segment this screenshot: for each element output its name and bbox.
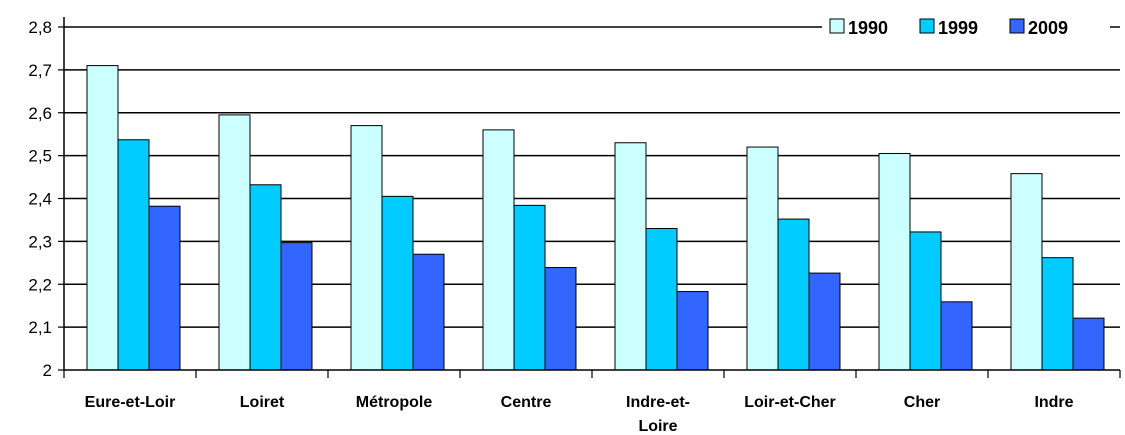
bar-1990-Loiret (218, 114, 251, 371)
y-tick-label: 2 (43, 361, 52, 380)
bar-1990-Eure-et-Loir (86, 65, 119, 371)
y-axis-tick-labels: 2 2,1 2,2 2,3 2,4 2,5 2,6 2,7 2,8 (28, 18, 64, 380)
bar-1990-Cher (878, 152, 911, 371)
bar-2009-Eure-et-Loir (148, 205, 181, 371)
y-tick-label: 2,7 (28, 61, 52, 80)
x-axis-category-labels: Eure-et-Loir Loiret Métropole Centre Indre-e… (63, 370, 1121, 435)
legend-background (822, 13, 1110, 41)
y-tick-label: 2,4 (28, 190, 52, 209)
x-category-label: Indre (1034, 394, 1073, 411)
x-category-label: Cher (904, 394, 940, 411)
x-category-label-line: Loir-et-Cher (744, 394, 836, 411)
bar-1999-Indre (1041, 257, 1074, 371)
bar-1999-Loiret (249, 184, 282, 371)
legend-swatch-1990 (829, 18, 845, 34)
bar-2009-Loir-et-Cher (808, 272, 841, 371)
y-tick-label: 2,2 (28, 275, 52, 294)
bar-1990-Centre (482, 129, 515, 371)
legend-swatch-2009 (1009, 18, 1025, 34)
bar-1999-Indre-et-Loire (645, 228, 678, 371)
bar-2009-Métropole (412, 253, 445, 371)
x-category-label-line: Indre-et- (626, 394, 690, 411)
bar-2009-Centre (544, 267, 577, 371)
bar-1999-Eure-et-Loir (117, 139, 150, 371)
x-category-label: Indre-et- Loire (626, 394, 690, 435)
bar-2009-Cher (940, 301, 973, 371)
x-category-label: Centre (501, 394, 552, 411)
legend-label-2009: 2009 (1028, 18, 1068, 38)
x-category-label: Loir-et-Cher (744, 394, 836, 411)
bar-1999-Centre (513, 204, 546, 371)
x-category-label: Loiret (240, 394, 285, 411)
legend-swatch-1999 (919, 18, 935, 34)
x-category-label-line: Loiret (240, 394, 285, 411)
x-category-label: Métropole (356, 394, 433, 411)
bar-1990-Métropole (350, 125, 383, 371)
bar-2009-Indre-et-Loire (676, 291, 709, 371)
bar-2009-Indre (1072, 317, 1105, 371)
bar-1999-Métropole (381, 195, 414, 371)
y-tick-label: 2,8 (28, 18, 52, 37)
bar-1999-Cher (909, 231, 942, 371)
x-category-label-line: Centre (501, 394, 552, 411)
x-category-label-line: Loire (638, 418, 677, 435)
y-tick-label: 2,5 (28, 147, 52, 166)
legend-label-1999: 1999 (938, 18, 978, 38)
y-tick-label: 2,1 (28, 318, 52, 337)
bars (86, 65, 1105, 371)
bar-1990-Indre (1010, 173, 1043, 371)
x-category-label-line: Cher (904, 394, 940, 411)
bar-1999-Loir-et-Cher (777, 218, 810, 371)
bar-1990-Loir-et-Cher (746, 146, 779, 371)
legend: 1990 1999 2009 (822, 13, 1110, 41)
x-category-label-line: Indre (1034, 394, 1073, 411)
legend-label-1990: 1990 (848, 18, 888, 38)
y-tick-label: 2,6 (28, 104, 52, 123)
x-category-label-line: Métropole (356, 394, 433, 411)
x-category-label: Eure-et-Loir (85, 394, 176, 411)
bar-1990-Indre-et-Loire (614, 142, 647, 371)
bar-2009-Loiret (280, 242, 313, 371)
y-tick-label: 2,3 (28, 232, 52, 251)
x-category-label-line: Eure-et-Loir (85, 394, 176, 411)
